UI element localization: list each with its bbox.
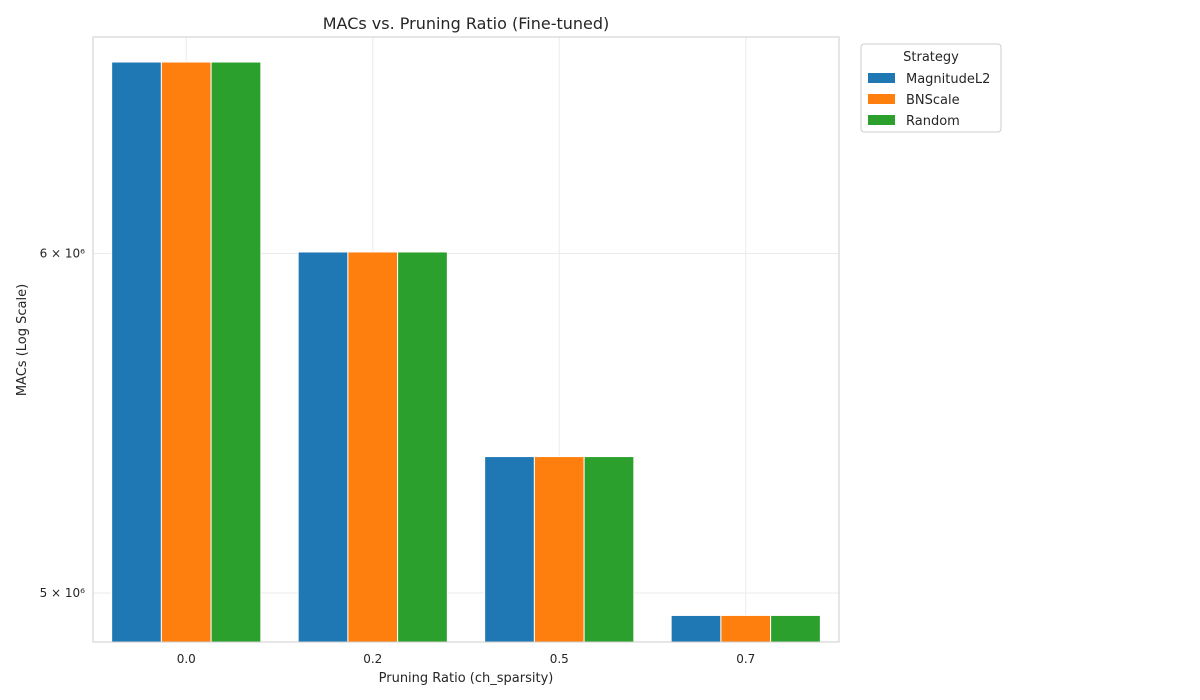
legend-swatch-random xyxy=(868,115,895,125)
legend-swatch-bnscale xyxy=(868,94,895,104)
bar-bnscale-0.2 xyxy=(347,251,399,643)
bar-random-0.7 xyxy=(770,614,821,643)
legend-swatch-magnitudel2 xyxy=(868,73,895,83)
legend: Strategy MagnitudeL2 BNScale Random xyxy=(860,43,1002,133)
plot-frame xyxy=(92,36,840,643)
bar-magnitudel2-0.0 xyxy=(111,61,162,643)
legend-items: MagnitudeL2 BNScale Random xyxy=(868,72,990,129)
chart-title: MACs vs. Pruning Ratio (Fine-tuned) xyxy=(323,14,610,33)
bar-random-0.5 xyxy=(583,456,635,643)
y-tick-label: 5 × 10⁶ xyxy=(40,586,86,600)
legend-frame xyxy=(860,43,1002,133)
legend-label: BNScale xyxy=(906,93,960,108)
bar-magnitudel2-0.7 xyxy=(670,614,722,643)
bar-magnitudel2-0.5 xyxy=(484,456,535,643)
legend-label: Random xyxy=(906,114,960,129)
x-tick-label: 0.0 xyxy=(177,652,196,666)
bar-random-0.0 xyxy=(210,61,262,643)
x-tick-label: 0.7 xyxy=(736,652,755,666)
y-tick-label: 6 × 10⁶ xyxy=(40,247,86,261)
x-tick-label: 0.2 xyxy=(363,652,382,666)
bars xyxy=(111,61,821,643)
legend-title: Strategy xyxy=(903,50,959,65)
legend-label: MagnitudeL2 xyxy=(906,72,990,87)
y-axis-title: MACs (Log Scale) xyxy=(15,284,30,396)
bar-random-0.2 xyxy=(397,251,448,643)
bar-magnitudel2-0.2 xyxy=(297,251,349,643)
bar-bnscale-0.7 xyxy=(720,614,772,643)
bar-bnscale-0.5 xyxy=(533,456,585,643)
x-tick-labels: 0.0 0.2 0.5 0.7 xyxy=(177,652,756,666)
x-axis-title: Pruning Ratio (ch_sparsity) xyxy=(379,671,554,686)
y-tick-labels: 5 × 10⁶ 6 × 10⁶ xyxy=(40,247,86,600)
x-tick-label: 0.5 xyxy=(550,652,569,666)
bar-bnscale-0.0 xyxy=(160,61,212,643)
